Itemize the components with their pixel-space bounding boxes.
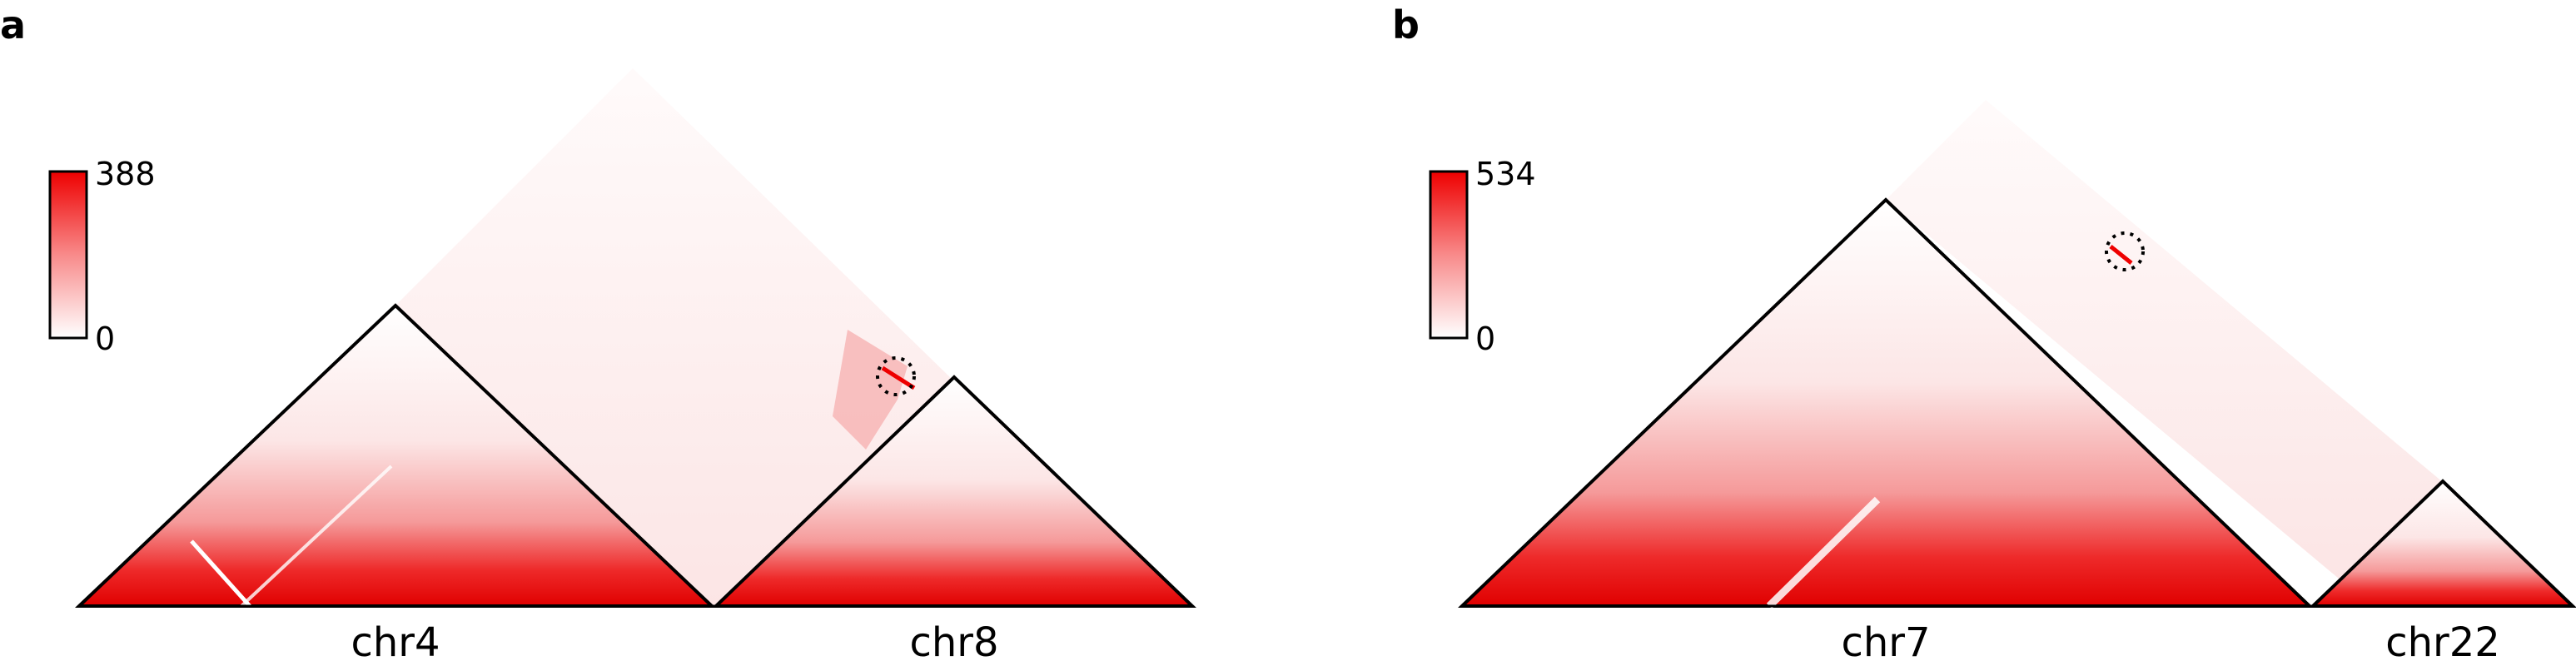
panel-b-chr22-map (2313, 481, 2573, 606)
panel-a-interchrom-stripe (833, 330, 908, 450)
panel-b-colorbar-bar (1429, 170, 1469, 340)
panel-a-chr4-gap-2 (240, 465, 393, 608)
panel-b: b 534 0 chr7 chr22 (1392, 2, 2576, 661)
panel-b-interchrom-map (1886, 100, 2444, 583)
panel-a-highlight-circle (876, 356, 916, 396)
panel-b-colorbar-min: 0 (1475, 321, 1495, 357)
panel-b-chr22-label: chr22 (2385, 619, 2500, 661)
panel-b-colorbar: 534 0 (1429, 156, 1536, 357)
panel-a-chr4-map (79, 306, 712, 606)
panel-a: a 388 0 chr4 chr8 (0, 2, 1196, 661)
panel-a-colorbar-max: 388 (95, 156, 156, 192)
panel-b-colorbar-max: 534 (1475, 156, 1536, 192)
panel-a-chr8-map (716, 377, 1192, 606)
panel-a-chr8-label: chr8 (909, 619, 998, 661)
panel-a-colorbar: 388 0 (48, 156, 156, 357)
panel-b-highlight-circle (2105, 231, 2145, 271)
panel-a-chr4-gap (190, 539, 251, 608)
panel-a-translocation-mark (881, 365, 916, 390)
panel-b-chr7-map (1462, 200, 2310, 606)
panel-b-translocation-mark (2109, 245, 2133, 265)
panel-a-colorbar-bar (48, 170, 88, 340)
panel-a-colorbar-min: 0 (95, 321, 115, 357)
panel-b-chr7-gap (1766, 496, 1881, 609)
panel-b-chr7-label: chr7 (1841, 619, 1930, 661)
panel-a-interchrom-map (395, 68, 953, 608)
panel-b-letter: b (1392, 2, 1420, 47)
panel-a-letter: a (0, 2, 26, 47)
panel-a-chr4-label: chr4 (351, 619, 440, 661)
